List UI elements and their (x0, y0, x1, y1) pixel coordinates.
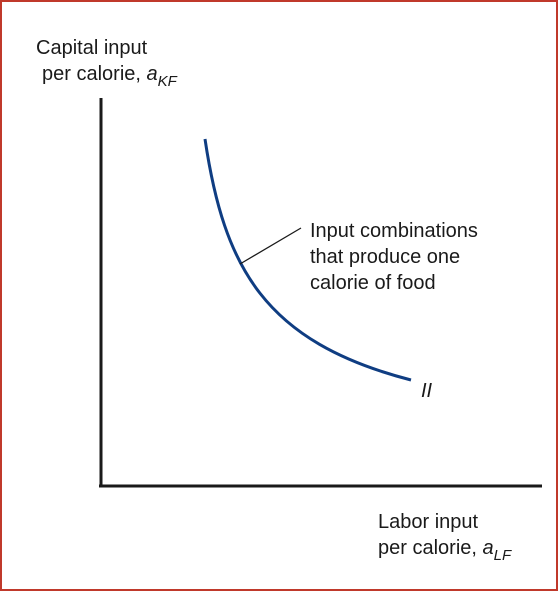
y-axis-subscript: KF (157, 73, 177, 90)
y-axis-label-line1: Capital input (36, 37, 148, 59)
x-axis-label-line1: Labor input (378, 511, 479, 533)
x-axis-label: Labor input per calorie, aLF (378, 509, 512, 564)
y-axis-label: Capital input per calorie, aKF (36, 35, 177, 90)
annotation-text: Input combinations that produce one calo… (310, 218, 478, 296)
y-axis-label-line2: per calorie, aKF (36, 61, 177, 90)
y-axis-label-prefix: per calorie, (42, 63, 147, 85)
x-axis-subscript: LF (493, 547, 512, 564)
x-axis-symbol: a (482, 537, 494, 559)
isoquant-curve (203, 138, 412, 382)
annotation-leader-line (239, 227, 302, 265)
x-axis-label-prefix: per calorie, (378, 537, 483, 559)
x-axis-label-line2: per calorie, aLF (378, 535, 512, 564)
annotation-line1: Input combinations (310, 220, 478, 242)
curve-label: II (421, 380, 433, 402)
annotation-line3: calorie of food (310, 272, 436, 294)
y-axis-symbol: a (146, 63, 158, 85)
annotation-line2: that produce one (310, 246, 461, 268)
